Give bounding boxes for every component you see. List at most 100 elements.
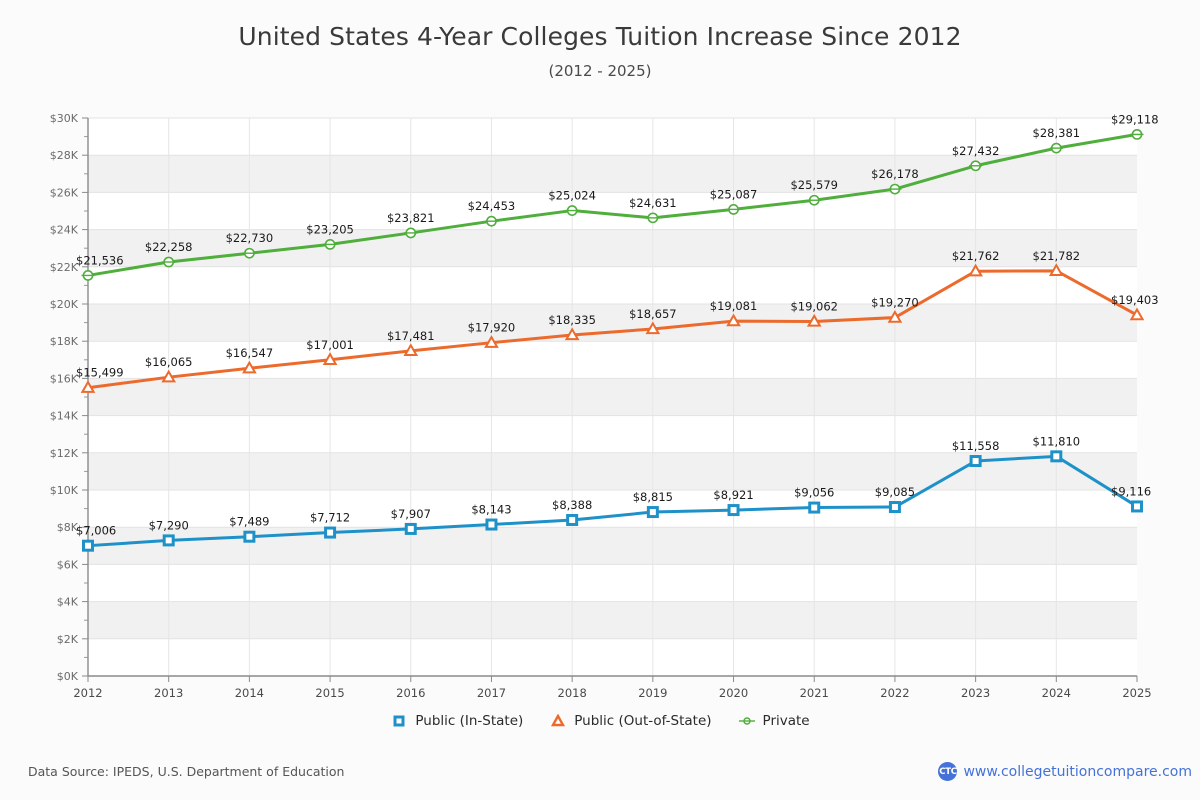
y-axis-tick-label: $4K <box>57 596 79 609</box>
data-point-marker <box>645 321 661 335</box>
data-point-label: $22,258 <box>145 240 193 254</box>
data-point-label: $9,085 <box>875 485 915 499</box>
y-axis-tick-label: $16K <box>50 372 79 385</box>
data-point-marker <box>727 504 740 517</box>
triangle-marker-icon <box>551 714 566 727</box>
data-point-label: $25,579 <box>790 178 838 192</box>
plot-band <box>88 564 1137 602</box>
x-axis-tick-label: 2025 <box>1122 686 1151 700</box>
x-axis-tick-label: 2020 <box>719 686 748 700</box>
data-point-marker <box>969 455 982 468</box>
data-point-label: $7,712 <box>310 511 350 525</box>
plot-band <box>88 452 1137 490</box>
data-point-label: $18,657 <box>629 307 677 321</box>
plot-band <box>88 341 1137 379</box>
x-axis-tick-label: 2012 <box>73 686 102 700</box>
data-point-marker <box>646 506 659 519</box>
chart-subtitle: (2012 - 2025) <box>548 62 652 80</box>
legend-item-2[interactable]: Private <box>738 713 810 729</box>
data-point-marker <box>1048 263 1064 277</box>
data-point-label: $22,730 <box>226 231 274 245</box>
plot-band <box>88 155 1137 193</box>
legend-label: Public (Out-of-State) <box>574 713 712 729</box>
data-point-label: $19,403 <box>1111 293 1159 307</box>
square-marker-icon <box>393 715 405 727</box>
data-point-label: $21,536 <box>76 253 124 267</box>
data-point-marker <box>82 539 94 552</box>
data-point-label: $11,558 <box>952 439 1000 453</box>
data-point-marker <box>161 369 177 383</box>
data-point-marker <box>566 513 579 526</box>
data-point-marker <box>404 522 417 535</box>
data-point-marker <box>968 263 983 277</box>
plot-band <box>88 118 1137 156</box>
data-point-label: $23,821 <box>387 211 435 225</box>
plot-band <box>88 304 1137 342</box>
data-point-marker <box>403 343 419 357</box>
y-axis-tick-label: $20K <box>50 298 79 311</box>
data-point-label: $17,001 <box>306 338 354 352</box>
x-axis-tick-label: 2016 <box>396 686 425 700</box>
data-point-label: $24,453 <box>468 199 516 213</box>
data-point-marker <box>80 380 96 393</box>
page-title: United States 4-Year Colleges Tuition In… <box>238 22 962 51</box>
data-point-label: $25,024 <box>548 189 596 203</box>
plot-band <box>88 527 1137 565</box>
y-axis-tick-label: $6K <box>57 558 79 571</box>
y-axis-tick-label: $2K <box>57 633 79 646</box>
data-point-marker <box>324 526 337 539</box>
data-point-label: $18,335 <box>548 313 596 327</box>
data-point-marker <box>1050 450 1063 463</box>
watermark-url: www.collegetuitioncompare.com <box>963 763 1192 780</box>
data-point-label: $16,065 <box>145 355 193 369</box>
data-source-note: Data Source: IPEDS, U.S. Department of E… <box>28 764 345 779</box>
y-axis-tick-label: $10K <box>50 484 79 497</box>
y-axis-tick-label: $30K <box>50 112 79 125</box>
chart-legend: Public (In-State) Public (Out-of-State) Pr… <box>0 713 1200 729</box>
y-axis-tick-label: $8K <box>57 521 79 534</box>
y-axis-tick-label: $18K <box>50 335 79 348</box>
data-point-label: $7,006 <box>76 524 116 538</box>
data-point-label: $7,290 <box>149 518 189 532</box>
x-axis-tick-label: 2023 <box>961 686 990 700</box>
data-point-label: $8,921 <box>713 488 753 502</box>
data-point-label: $9,116 <box>1111 484 1151 498</box>
plot-band <box>88 490 1137 528</box>
data-point-label: $7,907 <box>391 507 431 521</box>
data-point-label: $8,388 <box>552 498 592 512</box>
series-line <box>86 454 1139 548</box>
x-axis-tick-label: 2024 <box>1042 686 1071 700</box>
y-axis-tick-label: $28K <box>50 149 79 162</box>
data-point-marker <box>243 530 256 543</box>
x-axis-tick-label: 2021 <box>800 686 829 700</box>
data-point-label: $28,381 <box>1033 126 1081 140</box>
x-axis-tick-label: 2019 <box>638 686 667 700</box>
x-axis-tick-label: 2013 <box>154 686 183 700</box>
x-axis-tick-label: 2014 <box>235 686 264 700</box>
legend-item-0[interactable]: Public (In-State) <box>390 713 523 729</box>
plot-band <box>88 229 1137 267</box>
x-axis-tick-label: 2018 <box>558 686 587 700</box>
data-point-marker <box>484 335 499 348</box>
legend-item-1[interactable]: Public (Out-of-State) <box>549 713 712 729</box>
data-point-label: $24,631 <box>629 196 677 210</box>
chart-series: $7,006 $7,290 $7,489 $7,712 $7,907 $8,143 $8,3… <box>76 434 1151 552</box>
data-point-marker <box>242 360 257 374</box>
data-point-label: $26,178 <box>871 167 919 181</box>
site-watermark: CTC www.collegetuitioncompare.com <box>938 762 1192 781</box>
chart-series: $15,499 $16,065 $16,547 $17,001 $17,481 $17,9… <box>76 249 1159 393</box>
cross-circle-marker-icon <box>738 717 755 725</box>
plot-band <box>88 378 1137 416</box>
chart-series: $21,536 $22,258 $22,730 $23,205 $23,821 $24,4… <box>76 112 1159 281</box>
data-point-marker <box>808 501 821 514</box>
data-point-label: $17,481 <box>387 329 435 343</box>
plot-band <box>88 601 1137 639</box>
plot-band <box>88 266 1137 304</box>
y-axis-tick-label: $26K <box>50 186 79 199</box>
data-point-label: $27,432 <box>952 144 1000 158</box>
plot-band <box>88 415 1137 453</box>
data-point-label: $21,762 <box>952 249 1000 263</box>
series-line <box>86 269 1139 390</box>
